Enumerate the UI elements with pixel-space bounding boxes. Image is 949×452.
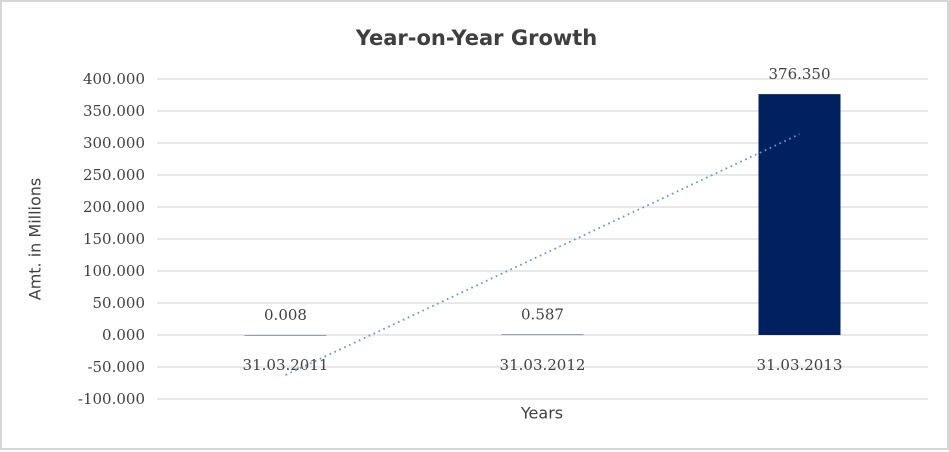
data-label: 376.350 [768, 65, 830, 83]
y-tick-label: 400.000 [83, 70, 145, 88]
y-tick-label: 250.000 [83, 166, 145, 184]
bar [759, 94, 841, 335]
trendline [286, 134, 800, 375]
y-tick-label: 350.000 [83, 102, 145, 120]
y-tick-label: 200.000 [83, 198, 145, 216]
category-label: 31.03.2013 [757, 356, 843, 374]
y-tick-label: 300.000 [83, 134, 145, 152]
data-label: 0.587 [521, 306, 564, 324]
x-axis-title: Years [521, 404, 563, 423]
data-label: 0.008 [264, 306, 307, 324]
y-tick-label: 150.000 [83, 230, 145, 248]
category-label: 31.03.2011 [243, 356, 329, 374]
y-tick-label: 0.000 [102, 326, 145, 344]
y-tick-label: 50.000 [93, 294, 146, 312]
y-tick-label: -50.000 [87, 358, 145, 376]
y-tick-label: -100.000 [78, 390, 145, 408]
y-tick-label: 100.000 [83, 262, 145, 280]
category-label: 31.03.2012 [500, 356, 586, 374]
